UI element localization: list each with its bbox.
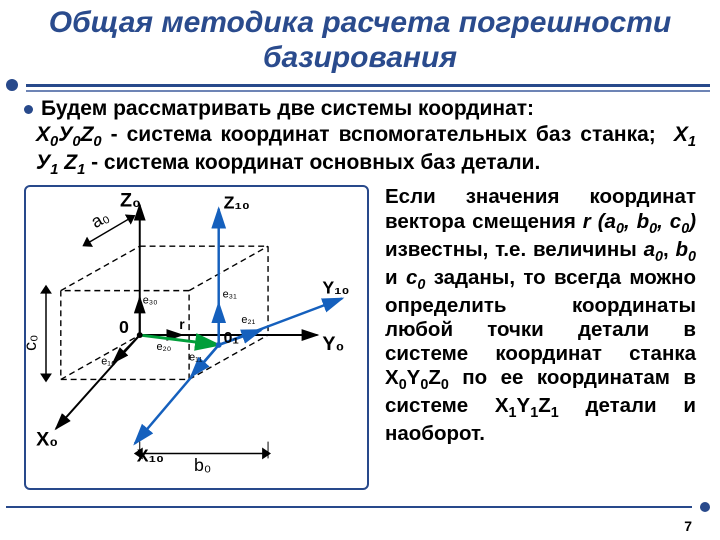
e20-label: e₂₀ bbox=[157, 341, 172, 353]
footer-rule bbox=[6, 502, 710, 512]
e11-label: e₁₁ bbox=[189, 352, 203, 364]
rule-line bbox=[26, 84, 710, 87]
x0-label: X₀ bbox=[36, 429, 58, 451]
title-rule-thin bbox=[0, 90, 720, 92]
slide: Общая методика расчета погрешности базир… bbox=[0, 0, 720, 540]
z10-label: Z₁₀ bbox=[224, 193, 250, 213]
explanation-paragraph: Если значения координат вектора смещения… bbox=[385, 185, 696, 446]
e21-label: e₂₁ bbox=[241, 315, 255, 327]
b0-dim: b₀ bbox=[194, 456, 211, 476]
rule-line-thin bbox=[26, 90, 710, 92]
origin1-label: 0₁ bbox=[224, 330, 239, 347]
r-label: r bbox=[179, 316, 185, 332]
rule-dot bbox=[6, 79, 18, 91]
coord-systems-paragraph: X0У0Z0 - система координат вспомогательн… bbox=[36, 123, 696, 179]
slide-title: Общая методика расчета погрешности базир… bbox=[0, 0, 720, 79]
e30-label: e₃₀ bbox=[143, 295, 158, 307]
footer-line bbox=[6, 506, 692, 508]
slide-body: Будем рассматривать две системы координа… bbox=[0, 92, 720, 490]
y0-label: Y₀ bbox=[322, 333, 344, 355]
y10-label: Y₁₀ bbox=[322, 278, 349, 298]
two-column-row: Z₀ Y₀ X₀ Z₁₀ Y₁₀ X₁₀ 0 0₁ r e₁₀ e₂₀ e₃₀ … bbox=[22, 185, 698, 490]
c0-dim: c₀ bbox=[26, 335, 40, 351]
z0-label: Z₀ bbox=[120, 190, 141, 212]
origin0-label: 0 bbox=[119, 317, 129, 337]
footer-dot bbox=[700, 502, 710, 512]
e31-label: e₃₁ bbox=[223, 289, 237, 301]
bullet-item: Будем рассматривать две системы координа… bbox=[22, 96, 698, 121]
page-number: 7 bbox=[684, 518, 692, 534]
coordinate-diagram: Z₀ Y₀ X₀ Z₁₀ Y₁₀ X₁₀ 0 0₁ r e₁₀ e₂₀ e₃₀ … bbox=[24, 185, 369, 490]
e10-label: e₁₀ bbox=[101, 356, 115, 368]
x10-label: X₁₀ bbox=[137, 446, 164, 466]
bullet-text: Будем рассматривать две системы координа… bbox=[41, 96, 534, 121]
a0-dim: a₀ bbox=[87, 206, 112, 232]
bullet-dot-icon bbox=[24, 105, 33, 114]
